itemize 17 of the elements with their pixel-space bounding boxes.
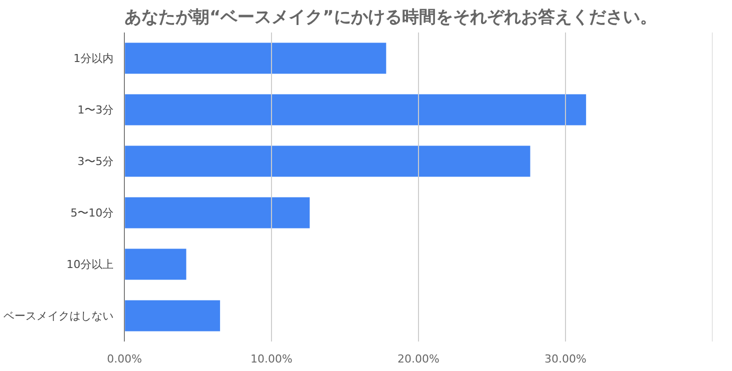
x-tick-label: 10.00% xyxy=(250,352,292,366)
y-tick-label: 3〜5分 xyxy=(78,154,114,168)
bar xyxy=(124,94,586,126)
x-tick-label: 0.00% xyxy=(107,352,142,366)
bar xyxy=(124,146,530,177)
x-tick-label: 20.00% xyxy=(398,352,440,366)
x-tick-label: 30.00% xyxy=(544,352,586,366)
y-tick-label: ベースメイクはしない xyxy=(4,309,114,322)
y-tick-label: 1〜3分 xyxy=(78,103,114,116)
bar xyxy=(124,197,310,228)
bar xyxy=(124,300,220,332)
y-tick-label: 5〜10分 xyxy=(70,206,114,220)
chart-title: あなたが朝“ベースメイク”にかける時間をそれぞれお答えください。 xyxy=(124,8,657,28)
y-tick-label: 10分以上 xyxy=(66,258,114,271)
bar xyxy=(124,42,386,74)
bar xyxy=(124,248,186,280)
y-tick-label: 1分以内 xyxy=(74,52,114,65)
